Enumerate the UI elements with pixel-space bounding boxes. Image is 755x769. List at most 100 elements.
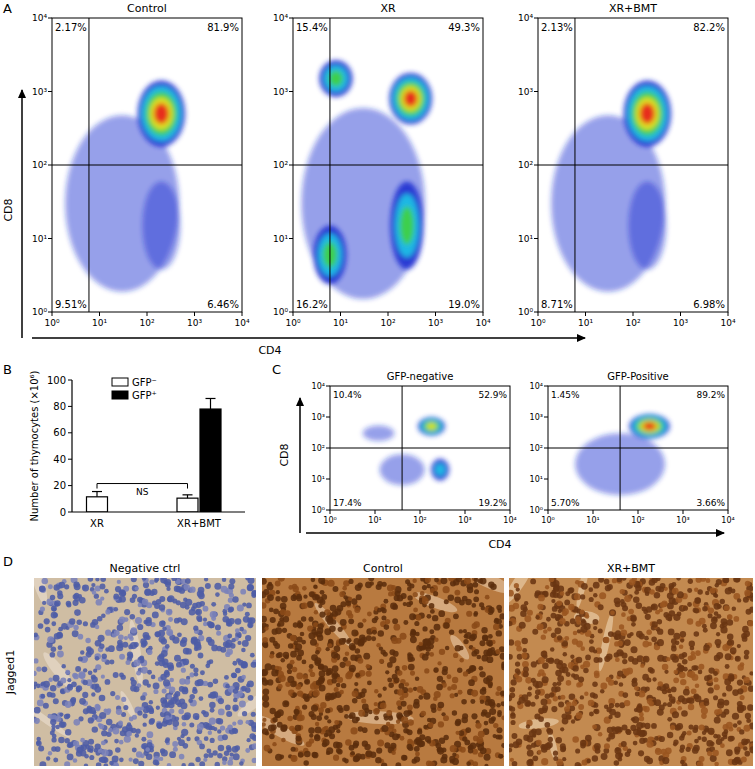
x-tick-label: 10² bbox=[380, 318, 395, 328]
nucleus bbox=[82, 585, 89, 592]
nucleus bbox=[154, 579, 158, 583]
nucleus bbox=[174, 655, 181, 662]
nucleus bbox=[352, 717, 359, 724]
nucleus bbox=[304, 679, 308, 683]
population bbox=[150, 97, 173, 129]
nucleus bbox=[270, 617, 276, 623]
nucleus bbox=[240, 589, 246, 595]
y-tick bbox=[289, 91, 293, 92]
nucleus bbox=[80, 738, 85, 743]
nucleus bbox=[262, 616, 267, 623]
nucleus bbox=[128, 653, 134, 659]
nucleus bbox=[296, 594, 301, 599]
nucleus bbox=[122, 642, 128, 648]
nucleus bbox=[109, 659, 114, 664]
nucleus bbox=[417, 729, 422, 734]
annotation: NS bbox=[136, 487, 149, 497]
population bbox=[640, 420, 660, 432]
nucleus bbox=[64, 761, 70, 766]
nucleus bbox=[447, 674, 452, 679]
nucleus bbox=[423, 693, 430, 700]
nucleus bbox=[165, 644, 170, 649]
micrograph bbox=[262, 578, 504, 766]
nucleus bbox=[51, 724, 55, 728]
nucleus bbox=[397, 689, 404, 696]
nucleus bbox=[410, 636, 417, 643]
nucleus bbox=[486, 675, 493, 682]
quadrant-label: 81.9% bbox=[207, 22, 239, 33]
nucleus bbox=[242, 640, 249, 647]
nucleus bbox=[284, 655, 289, 660]
nucleus bbox=[291, 595, 297, 601]
nucleus bbox=[167, 595, 174, 602]
nucleus bbox=[462, 736, 467, 741]
nucleus bbox=[112, 728, 119, 735]
nucleus bbox=[392, 618, 398, 624]
nucleus bbox=[225, 705, 231, 711]
nucleus bbox=[39, 586, 45, 592]
y-tick-label: 10² bbox=[518, 160, 533, 170]
nucleus bbox=[119, 589, 126, 596]
nucleus bbox=[336, 748, 341, 753]
y-tick-label: 10⁰ bbox=[32, 307, 47, 317]
density bbox=[65, 81, 185, 292]
nucleus bbox=[93, 669, 97, 673]
nucleus bbox=[283, 616, 289, 622]
nucleus bbox=[374, 729, 380, 735]
nucleus bbox=[408, 657, 413, 662]
nucleus bbox=[412, 579, 416, 583]
nucleus bbox=[417, 686, 424, 693]
nucleus bbox=[428, 722, 433, 727]
nucleus bbox=[319, 611, 325, 617]
population bbox=[629, 414, 670, 439]
nucleus bbox=[138, 603, 143, 608]
nucleus bbox=[42, 601, 46, 605]
nucleus bbox=[229, 756, 233, 760]
nucleus bbox=[101, 730, 107, 736]
nucleus bbox=[50, 693, 55, 698]
nucleus bbox=[88, 578, 94, 582]
nucleus bbox=[245, 612, 250, 617]
y-axis-arrow bbox=[299, 398, 301, 533]
nucleus bbox=[140, 695, 145, 700]
quadrant-label: 8.71% bbox=[541, 299, 573, 310]
nucleus bbox=[137, 710, 142, 715]
nucleus bbox=[362, 704, 369, 711]
nucleus bbox=[381, 763, 387, 766]
nucleus bbox=[484, 764, 488, 766]
nucleus bbox=[57, 651, 64, 658]
nucleus bbox=[311, 578, 316, 582]
vessel bbox=[346, 710, 414, 726]
gate-line bbox=[293, 165, 483, 166]
nucleus bbox=[67, 678, 71, 682]
nucleus bbox=[434, 638, 438, 642]
nucleus bbox=[191, 606, 196, 611]
nucleus bbox=[52, 607, 56, 611]
nucleus bbox=[117, 624, 123, 630]
y-tick-label: 10⁰ bbox=[273, 307, 288, 317]
nucleus bbox=[232, 673, 237, 678]
nucleus bbox=[239, 701, 246, 708]
nucleus bbox=[125, 660, 130, 665]
population bbox=[636, 418, 663, 434]
nucleus bbox=[290, 651, 297, 658]
nucleus bbox=[199, 744, 205, 750]
nucleus bbox=[48, 751, 52, 755]
y-tick bbox=[68, 512, 72, 513]
nucleus bbox=[466, 611, 472, 617]
nucleus bbox=[110, 691, 115, 696]
nucleus bbox=[374, 689, 378, 693]
nucleus bbox=[452, 753, 456, 757]
nucleus bbox=[165, 715, 170, 720]
x-axis-label: CD4 bbox=[488, 538, 511, 551]
nucleus bbox=[69, 618, 75, 624]
nucleus bbox=[130, 685, 137, 692]
nucleus bbox=[65, 749, 70, 754]
population bbox=[640, 103, 655, 124]
nucleus bbox=[89, 755, 94, 760]
nucleus bbox=[73, 741, 79, 747]
nucleus bbox=[474, 589, 479, 594]
quadrant-label: 52.9% bbox=[478, 390, 507, 400]
x-tick bbox=[293, 312, 294, 316]
tissue bbox=[262, 578, 504, 766]
